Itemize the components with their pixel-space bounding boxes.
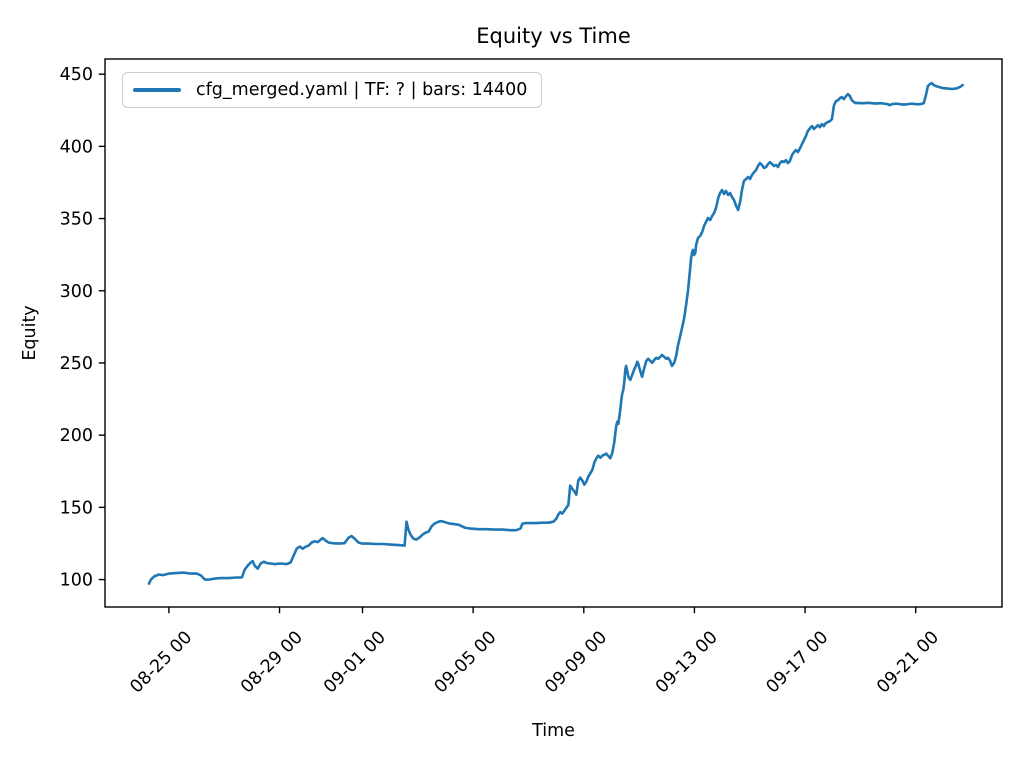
x-tick-label: 09-17 00 (763, 628, 833, 698)
axes-frame (104, 58, 1003, 608)
x-tick-label: 09-21 00 (873, 628, 943, 698)
x-tick-label: 08-25 00 (126, 628, 196, 698)
legend-line-swatch (133, 88, 181, 92)
y-tick-label: 200 (60, 426, 93, 446)
y-tick-label: 450 (60, 65, 93, 85)
legend: cfg_merged.yaml | TF: ? | bars: 14400 (122, 72, 543, 108)
y-tick-label: 150 (60, 498, 93, 518)
chart-title: Equity vs Time (476, 24, 631, 48)
x-tick-label: 09-09 00 (541, 628, 611, 698)
y-tick-label: 250 (60, 354, 93, 374)
y-tick-label: 350 (60, 210, 93, 230)
x-tick-label: 09-13 00 (652, 628, 722, 698)
x-tick-label: 09-01 00 (320, 628, 390, 698)
x-axis-label: Time (532, 721, 575, 741)
y-tick-label: 400 (60, 137, 93, 157)
y-axis-label: Equity (20, 305, 40, 361)
y-tick-label: 300 (60, 282, 93, 302)
legend-label: cfg_merged.yaml | TF: ? | bars: 14400 (196, 80, 528, 100)
x-tick-label: 09-05 00 (431, 628, 501, 698)
y-tick-label: 100 (60, 571, 93, 591)
equity-line (147, 81, 965, 585)
x-tick-label: 08-29 00 (237, 628, 307, 698)
